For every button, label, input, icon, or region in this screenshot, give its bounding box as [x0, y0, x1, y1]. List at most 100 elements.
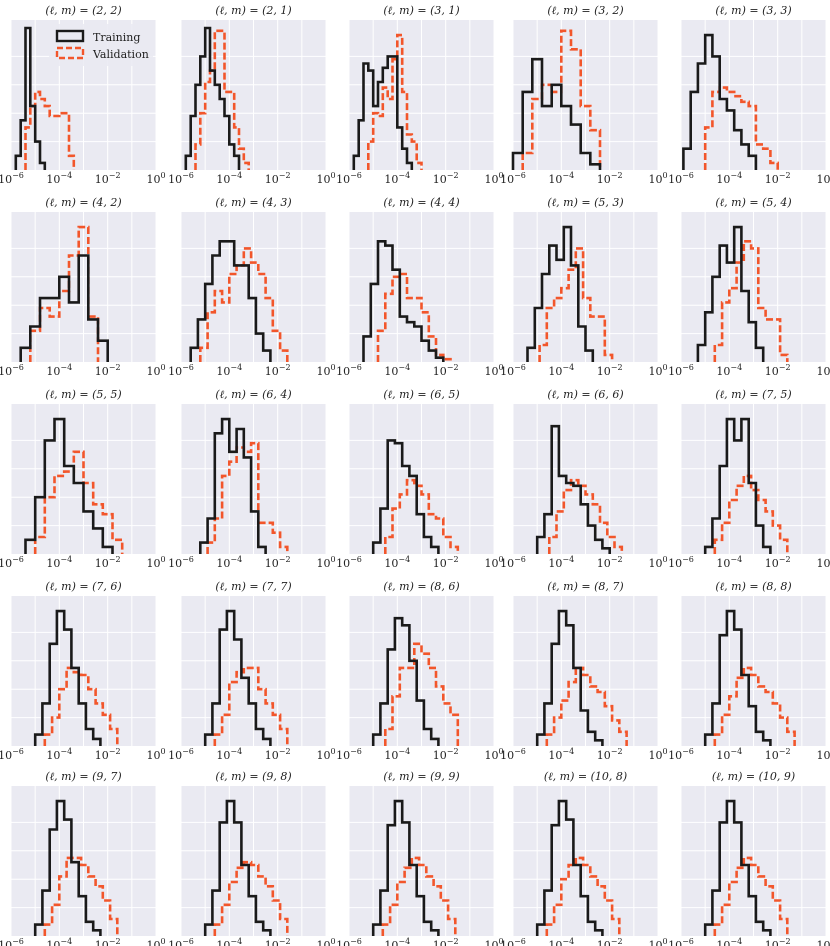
panel-title: (ℓ, m) = (10, 8): [544, 770, 627, 783]
x-tick-label: 10−4: [46, 171, 72, 186]
x-tick-label: 100: [316, 937, 335, 946]
panel-title: (ℓ, m) = (10, 9): [712, 770, 795, 783]
validation-histogram: [713, 856, 789, 936]
training-histogram: [371, 616, 440, 746]
validation-histogram: [384, 642, 460, 746]
histogram-panel: (ℓ, m) = (5, 3) 10−6 10−4 10−2 100: [500, 196, 667, 378]
histogram-panel: (ℓ, m) = (8, 8) 10−6 10−4 10−2 100: [668, 580, 830, 762]
histogram-panel: (ℓ, m) = (9, 8)10−610−410−2100ℰ: [168, 770, 335, 946]
training-histogram: [696, 225, 765, 362]
legend-training-swatch: [55, 29, 85, 43]
x-tick-label: 10−2: [597, 937, 623, 946]
x-tick-label: 100: [484, 555, 503, 570]
histogram-panel: (ℓ, m) = (7, 5) 10−6 10−4 10−2 100: [668, 388, 830, 570]
training-histogram: [199, 417, 267, 554]
histogram-panel: (ℓ, m) = (10, 9)10−610−410−2100ℰ: [668, 770, 830, 946]
x-tick-label: 100: [648, 171, 667, 186]
validation-histogram: [213, 666, 289, 746]
x-tick-label: 10−6: [168, 363, 194, 378]
x-tick-label: 10−6: [0, 747, 24, 762]
x-tick-label: 10−2: [95, 937, 121, 946]
x-tick-label: 100: [816, 171, 830, 186]
x-tick-label: 10−2: [433, 171, 459, 186]
x-tick-label: 10−6: [500, 171, 526, 186]
training-histogram: [703, 799, 772, 936]
training-histogram: [371, 439, 440, 554]
training-histogram: [703, 609, 772, 746]
validation-histogram: [43, 856, 119, 936]
histogram-panel: (ℓ, m) = (3, 3) 10−6 10−4 10−2 100: [668, 4, 830, 186]
x-tick-label: 10−2: [765, 747, 791, 762]
panel-title: (ℓ, m) = (9, 9): [383, 770, 459, 783]
panel-title: (ℓ, m) = (6, 4): [215, 388, 291, 401]
panel-title: (ℓ, m) = (3, 3): [715, 4, 791, 17]
panel-title: (ℓ, m) = (7, 7): [215, 580, 291, 593]
training-histogram: [371, 799, 440, 936]
validation-histogram: [213, 860, 289, 936]
legend: Training Validation: [49, 24, 153, 66]
x-tick-label: 10−6: [500, 555, 526, 570]
validation-histogram: [43, 666, 119, 746]
histogram-panel: (ℓ, m) = (5, 5) 10−6 10−4 10−2 100: [0, 388, 166, 570]
histogram-panel: (ℓ, m) = (3, 2) 10−6 10−4 10−2 100: [500, 4, 667, 186]
x-tick-label: 100: [816, 937, 830, 946]
validation-histogram: [713, 240, 789, 362]
training-histogram: [24, 417, 114, 554]
x-tick-label: 10−4: [216, 363, 242, 378]
training-histogram: [526, 225, 595, 362]
x-tick-label: 100: [316, 363, 335, 378]
validation-histogram: [376, 272, 452, 362]
x-tick-label: 10−2: [265, 171, 291, 186]
x-tick-label: 10−2: [765, 363, 791, 378]
x-tick-label: 100: [484, 363, 503, 378]
validation-histogram: [545, 856, 621, 936]
training-histogram: [682, 33, 758, 170]
histogram-panel: (ℓ, m) = (6, 6) 10−6 10−4 10−2 100: [500, 388, 667, 570]
x-tick-label: 10−6: [168, 937, 194, 946]
x-tick-label: 10−6: [336, 555, 362, 570]
x-tick-label: 10−4: [46, 363, 72, 378]
x-tick-label: 10−6: [668, 747, 694, 762]
x-tick-label: 100: [648, 363, 667, 378]
validation-histogram: [538, 247, 614, 362]
x-tick-label: 10−4: [216, 747, 242, 762]
x-tick-label: 10−2: [95, 555, 121, 570]
x-tick-label: 10−2: [597, 363, 623, 378]
x-tick-label: 100: [146, 555, 165, 570]
validation-histogram: [367, 33, 423, 170]
legend-validation-swatch: [55, 46, 85, 60]
training-histogram: [33, 609, 102, 746]
x-tick-label: 10−4: [216, 555, 242, 570]
legend-validation-label: Validation: [92, 48, 149, 61]
histogram-panel: (ℓ, m) = (10, 8)10−610−410−2100ℰ: [500, 770, 667, 946]
x-tick-label: 10−6: [336, 747, 362, 762]
x-tick-label: 10−6: [336, 363, 362, 378]
x-tick-label: 10−6: [0, 363, 24, 378]
x-tick-label: 10−4: [548, 171, 574, 186]
x-tick-label: 100: [648, 555, 667, 570]
panel-title: (ℓ, m) = (5, 3): [547, 196, 623, 209]
histogram-panel: (ℓ, m) = (7, 6) 10−6 10−4 10−2 100: [0, 580, 166, 762]
panel-title: (ℓ, m) = (4, 2): [45, 196, 121, 209]
training-histogram: [189, 240, 272, 362]
x-tick-label: 10−6: [668, 171, 694, 186]
training-histogram: [352, 55, 414, 170]
x-tick-label: 10−2: [433, 555, 459, 570]
x-tick-label: 10−4: [384, 747, 410, 762]
panel-title: (ℓ, m) = (6, 6): [547, 388, 623, 401]
x-tick-label: 10−2: [265, 555, 291, 570]
x-tick-label: 100: [146, 937, 165, 946]
x-tick-label: 10−4: [716, 171, 742, 186]
validation-histogram: [713, 666, 796, 746]
validation-histogram: [194, 29, 250, 170]
legend-training-label: Training: [93, 31, 140, 44]
panel-title: (ℓ, m) = (8, 8): [715, 580, 791, 593]
x-tick-label: 10−2: [597, 555, 623, 570]
panel-title: (ℓ, m) = (5, 5): [45, 388, 121, 401]
x-tick-label: 10−6: [668, 937, 694, 946]
panel-title: (ℓ, m) = (5, 4): [715, 196, 791, 209]
x-tick-label: 10−2: [765, 171, 791, 186]
x-tick-label: 10−2: [597, 171, 623, 186]
histogram-panel: (ℓ, m) = (9, 9)10−610−410−2100ℰ: [336, 770, 503, 946]
training-histogram: [184, 26, 241, 170]
